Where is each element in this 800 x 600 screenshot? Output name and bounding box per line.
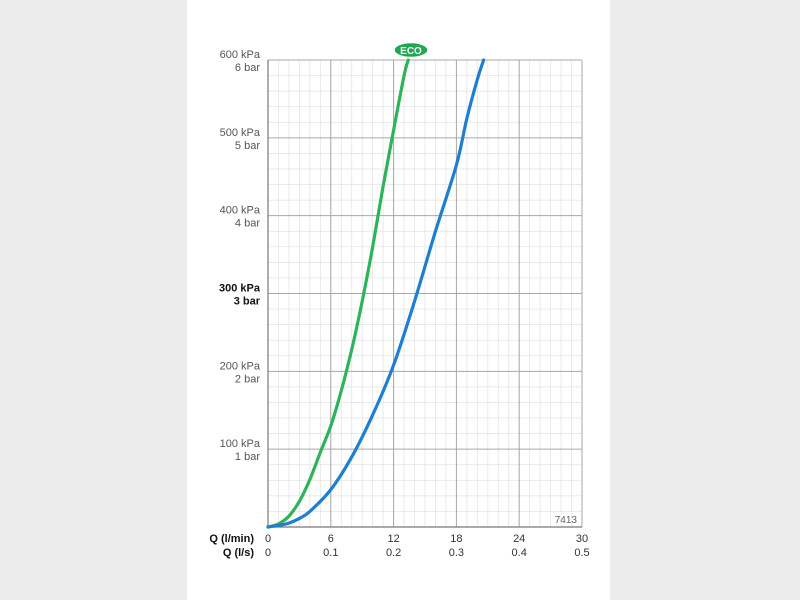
x-tick-label: 12: [387, 533, 399, 545]
y-tick-label-kpa: 500 kPa: [220, 127, 261, 139]
x-tick-label: 6: [328, 533, 334, 545]
y-tick-label-kpa: 600 kPa: [220, 49, 261, 61]
chart-sheet: 100 kPa 1 bar 200 kPa 2 bar 300 kPa 3 bar 400 …: [187, 0, 610, 600]
x-tick-label: 0.5: [574, 547, 589, 559]
y-tick-label-bar: 4 bar: [235, 218, 260, 230]
y-tick-label-kpa: 400 kPa: [220, 205, 261, 217]
series-group: [266, 58, 486, 529]
x-axis-label: Q (l/min): [209, 533, 254, 545]
y-tick-label-bar: 5 bar: [235, 140, 260, 152]
x-axis-label: Q (l/s): [223, 547, 255, 559]
x-tick-label: 0.4: [512, 547, 527, 559]
eco-badge-label: ECO: [400, 46, 422, 57]
eco-badge: ECO: [393, 41, 429, 59]
x-tick-label: 30: [576, 533, 588, 545]
x-tick-label: 0.1: [323, 547, 338, 559]
x-tick-label: 18: [450, 533, 462, 545]
y-tick-label-kpa: 200 kPa: [220, 360, 261, 372]
series-line-1: [266, 58, 410, 529]
y-tick-label-kpa: 100 kPa: [220, 438, 261, 450]
x-tick-label: 24: [513, 533, 525, 545]
y-tick-label-bar: 6 bar: [235, 62, 260, 74]
y-tick-label-bar: 3 bar: [234, 296, 261, 308]
y-tick-label-bar: 1 bar: [235, 451, 260, 463]
y-tick-label-kpa: 300 kPa: [219, 283, 261, 295]
y-tick-label-bar: 2 bar: [235, 373, 260, 385]
x-tick-label: 0.2: [386, 547, 401, 559]
x-tick-label: 0: [265, 547, 271, 559]
chart-code: 7413: [555, 515, 578, 526]
x-tick-label: 0.3: [449, 547, 464, 559]
series-line-2: [266, 58, 486, 529]
axes: [267, 60, 582, 528]
x-tick-label: 0: [265, 533, 271, 545]
